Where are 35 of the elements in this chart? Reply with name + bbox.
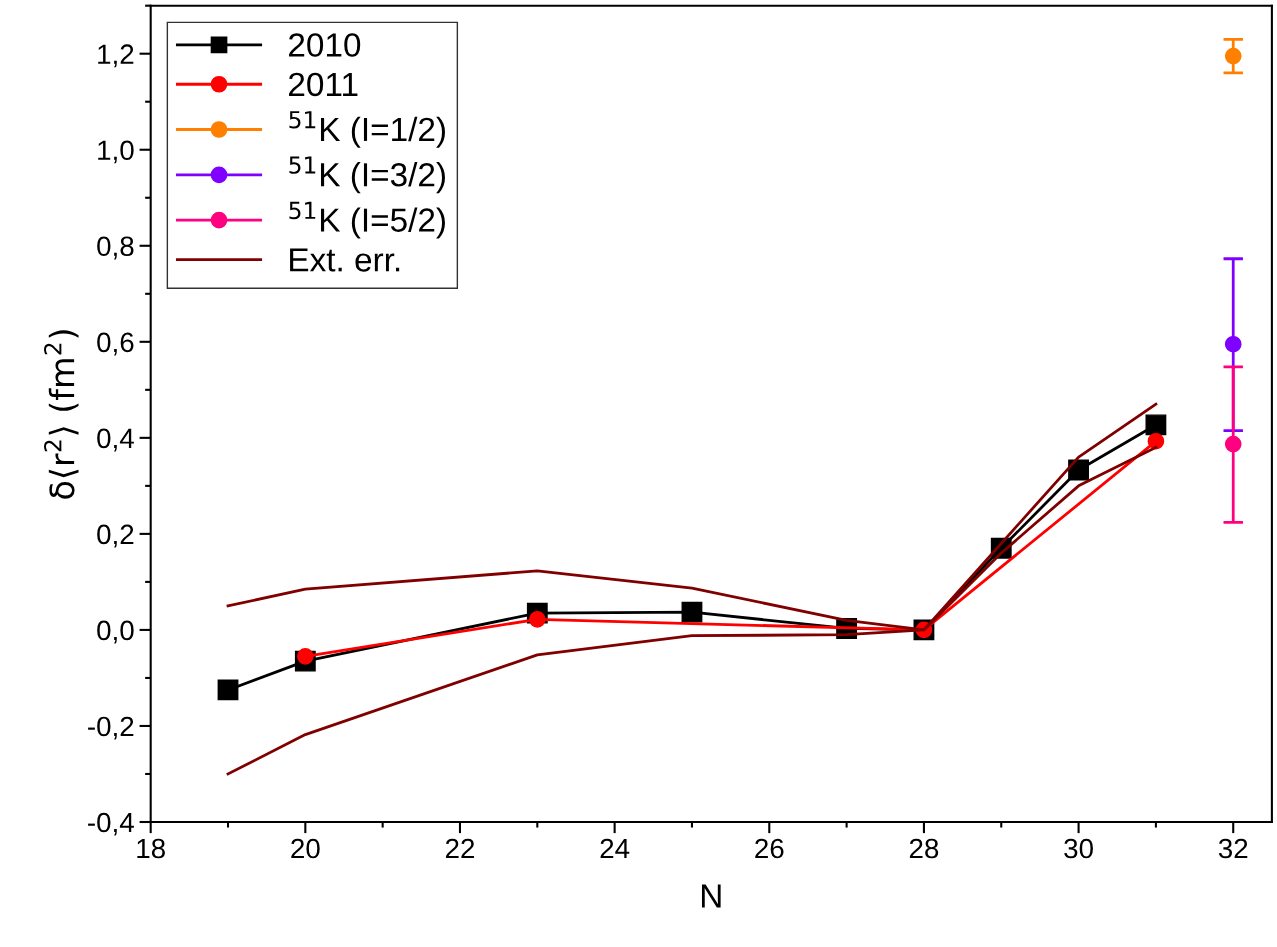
x-tick-label: 26 (755, 838, 784, 859)
legend-label: 2011 (289, 72, 358, 97)
y-tick-label: 0,8 (97, 236, 134, 260)
x-tick-label: 30 (1064, 838, 1093, 859)
x-tick-label: 18 (137, 838, 165, 859)
legend-label: $^{51}$K (I=5/2) (289, 201, 445, 239)
point (217, 679, 239, 701)
y-tick-label: 0,2 (97, 524, 134, 548)
y-tick-label: -0,2 (88, 716, 134, 740)
x-axis-title: N (701, 884, 721, 908)
x-tick-label: 20 (291, 838, 320, 859)
x-tick-label: 22 (445, 838, 475, 859)
point (1224, 435, 1242, 453)
x-tick-label: 32 (1218, 838, 1248, 859)
x-tick-label: 28 (909, 838, 939, 859)
y-tick-label: 0,4 (97, 428, 134, 452)
y-tick-label: 1,0 (98, 140, 134, 164)
point (1145, 414, 1167, 436)
point (1068, 459, 1089, 481)
legend-label: $^{51}$K (I=3/2) (289, 156, 445, 194)
point (1147, 432, 1165, 450)
y-tick-label: 0,0 (97, 620, 134, 644)
legend-label: Ext. err. (290, 248, 400, 272)
point (681, 601, 703, 623)
point (528, 611, 546, 628)
point (1224, 47, 1242, 65)
y-axis-title: δ⟨r$^{2}$⟩ (fm$^{2}$) (44, 330, 79, 499)
y-tick-label: 0,6 (97, 332, 134, 356)
legend-label: $^{51}$K (I=1/2) (289, 111, 445, 148)
point (1224, 335, 1242, 353)
y-tick-label: -0,4 (88, 812, 134, 836)
x-tick-label: 24 (600, 838, 630, 859)
point (297, 647, 314, 665)
y-tick-label: 1,2 (98, 44, 134, 68)
legend-label: 2010 (289, 33, 361, 57)
